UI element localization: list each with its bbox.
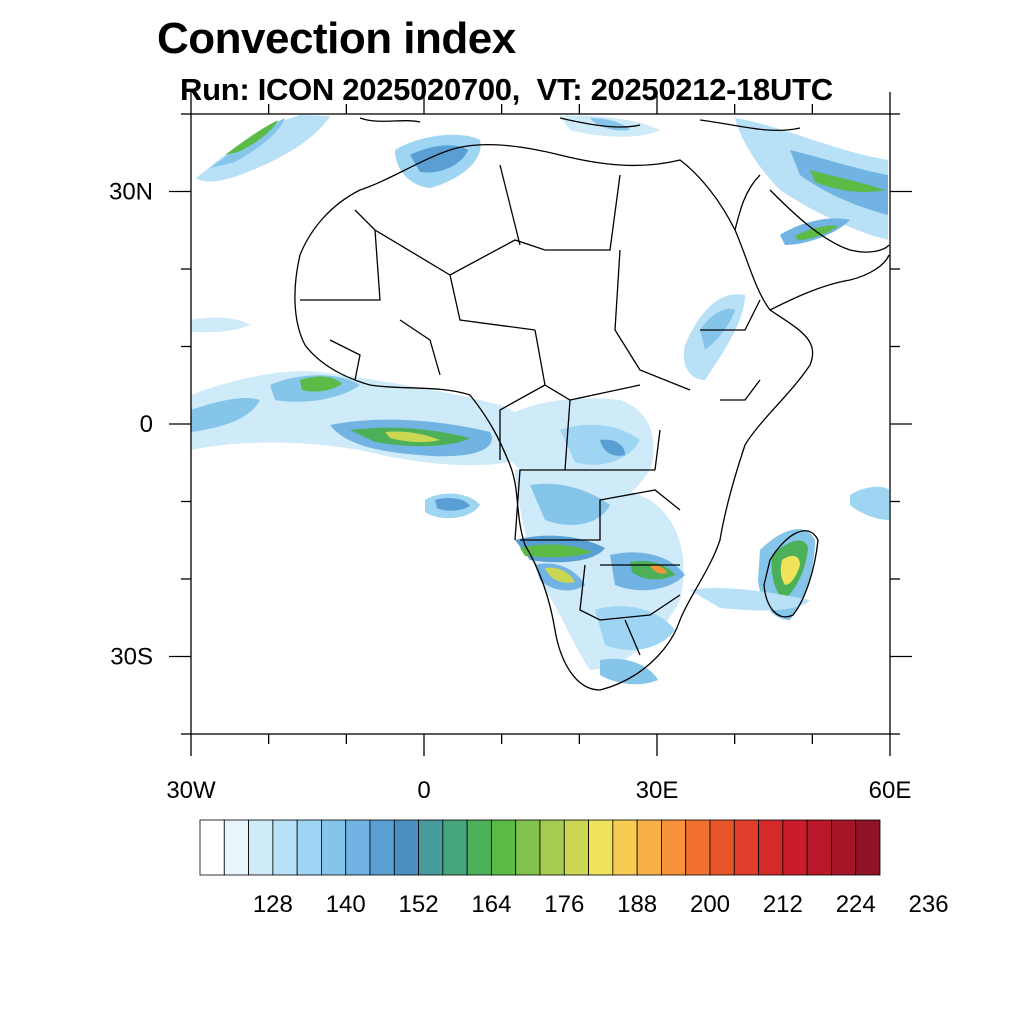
colorbar-swatch [733, 819, 759, 876]
colorbar-swatch [321, 819, 347, 876]
convection-area [850, 486, 889, 520]
colorbar-swatch [466, 819, 492, 876]
colorbar-label: 176 [544, 891, 584, 918]
lon-tick-label: 0 [417, 777, 430, 804]
colorbar-swatch [563, 819, 589, 876]
convection-area [810, 170, 885, 193]
convection-field [191, 115, 889, 685]
colorbar-label: 188 [617, 891, 657, 918]
convection-area [191, 398, 260, 432]
colorbar-swatch [491, 819, 517, 876]
colorbar-swatch [442, 819, 468, 876]
convection-area [410, 145, 468, 173]
colorbar-swatch [393, 819, 419, 876]
colorbar-label: 128 [253, 891, 293, 918]
axis-tick-labels: 30N 0 30S 30W 0 30E 60E [109, 179, 911, 805]
colorbar-swatch [272, 819, 298, 876]
convection-area [196, 115, 330, 182]
convection-area [435, 498, 470, 511]
lon-tick-label: 30W [166, 777, 216, 804]
colorbar-swatch [685, 819, 711, 876]
colorbar-swatch [709, 819, 735, 876]
convection-area [795, 225, 838, 240]
lon-tick-label: 30E [636, 777, 679, 804]
convection-area [600, 439, 625, 456]
colorbar-label: 224 [836, 891, 876, 918]
convection-area [225, 120, 278, 155]
convection-area [300, 376, 342, 392]
colorbar-swatch [369, 819, 395, 876]
colorbar-swatch [636, 819, 662, 876]
colorbar-swatch [345, 819, 371, 876]
convection-area [650, 564, 667, 574]
country-border [300, 164, 761, 656]
lon-tick-label: 60E [869, 777, 912, 804]
colorbar-swatch [782, 819, 808, 876]
colorbar-label: 236 [909, 891, 949, 918]
colorbar-swatch [515, 819, 541, 876]
convection-area [530, 483, 610, 525]
convection-area [191, 317, 250, 333]
colorbar-swatch [855, 819, 881, 876]
colorbar-swatch [831, 819, 857, 876]
convection-area [520, 544, 592, 558]
colorbar-swatch [199, 819, 225, 876]
africa-coastline [294, 143, 814, 691]
europe-coastline [359, 117, 801, 132]
colorbar-label: 212 [763, 891, 803, 918]
lat-tick-label: 30N [109, 179, 153, 206]
axis-ticks [169, 92, 912, 756]
map-subtitle: Run: ICON 2025020700, VT: 20250212-18UTC [180, 72, 833, 107]
colorbar-swatch [758, 819, 784, 876]
convection-area [700, 308, 735, 350]
colorbar-swatch [539, 819, 565, 876]
convection-area [780, 555, 800, 585]
colorbar-swatch [248, 819, 274, 876]
colorbar: 128 140 152 164 176 188 200 212 224 236 [199, 819, 949, 918]
colorbar-swatch [588, 819, 614, 876]
colorbar-label: 152 [399, 891, 439, 918]
convection-area [690, 588, 810, 611]
convection-area [600, 658, 658, 685]
convection-area [595, 606, 675, 650]
colorbar-swatch [296, 819, 322, 876]
lat-tick-label: 0 [140, 411, 153, 438]
lat-tick-label: 30S [110, 644, 153, 671]
colorbar-label: 140 [326, 891, 366, 918]
map-title: Convection index [157, 14, 516, 63]
madagascar-coastline [763, 530, 819, 618]
colorbar-swatch [612, 819, 638, 876]
colorbar-swatch [661, 819, 687, 876]
colorbar-label: 164 [471, 891, 511, 918]
colorbar-swatch [806, 819, 832, 876]
colorbar-label: 200 [690, 891, 730, 918]
colorbar-swatch [223, 819, 249, 876]
convection-area [545, 567, 575, 583]
arabia-coastline [734, 174, 890, 311]
coastlines-borders [294, 117, 890, 691]
convection-area [385, 431, 440, 443]
colorbar-swatch [418, 819, 444, 876]
